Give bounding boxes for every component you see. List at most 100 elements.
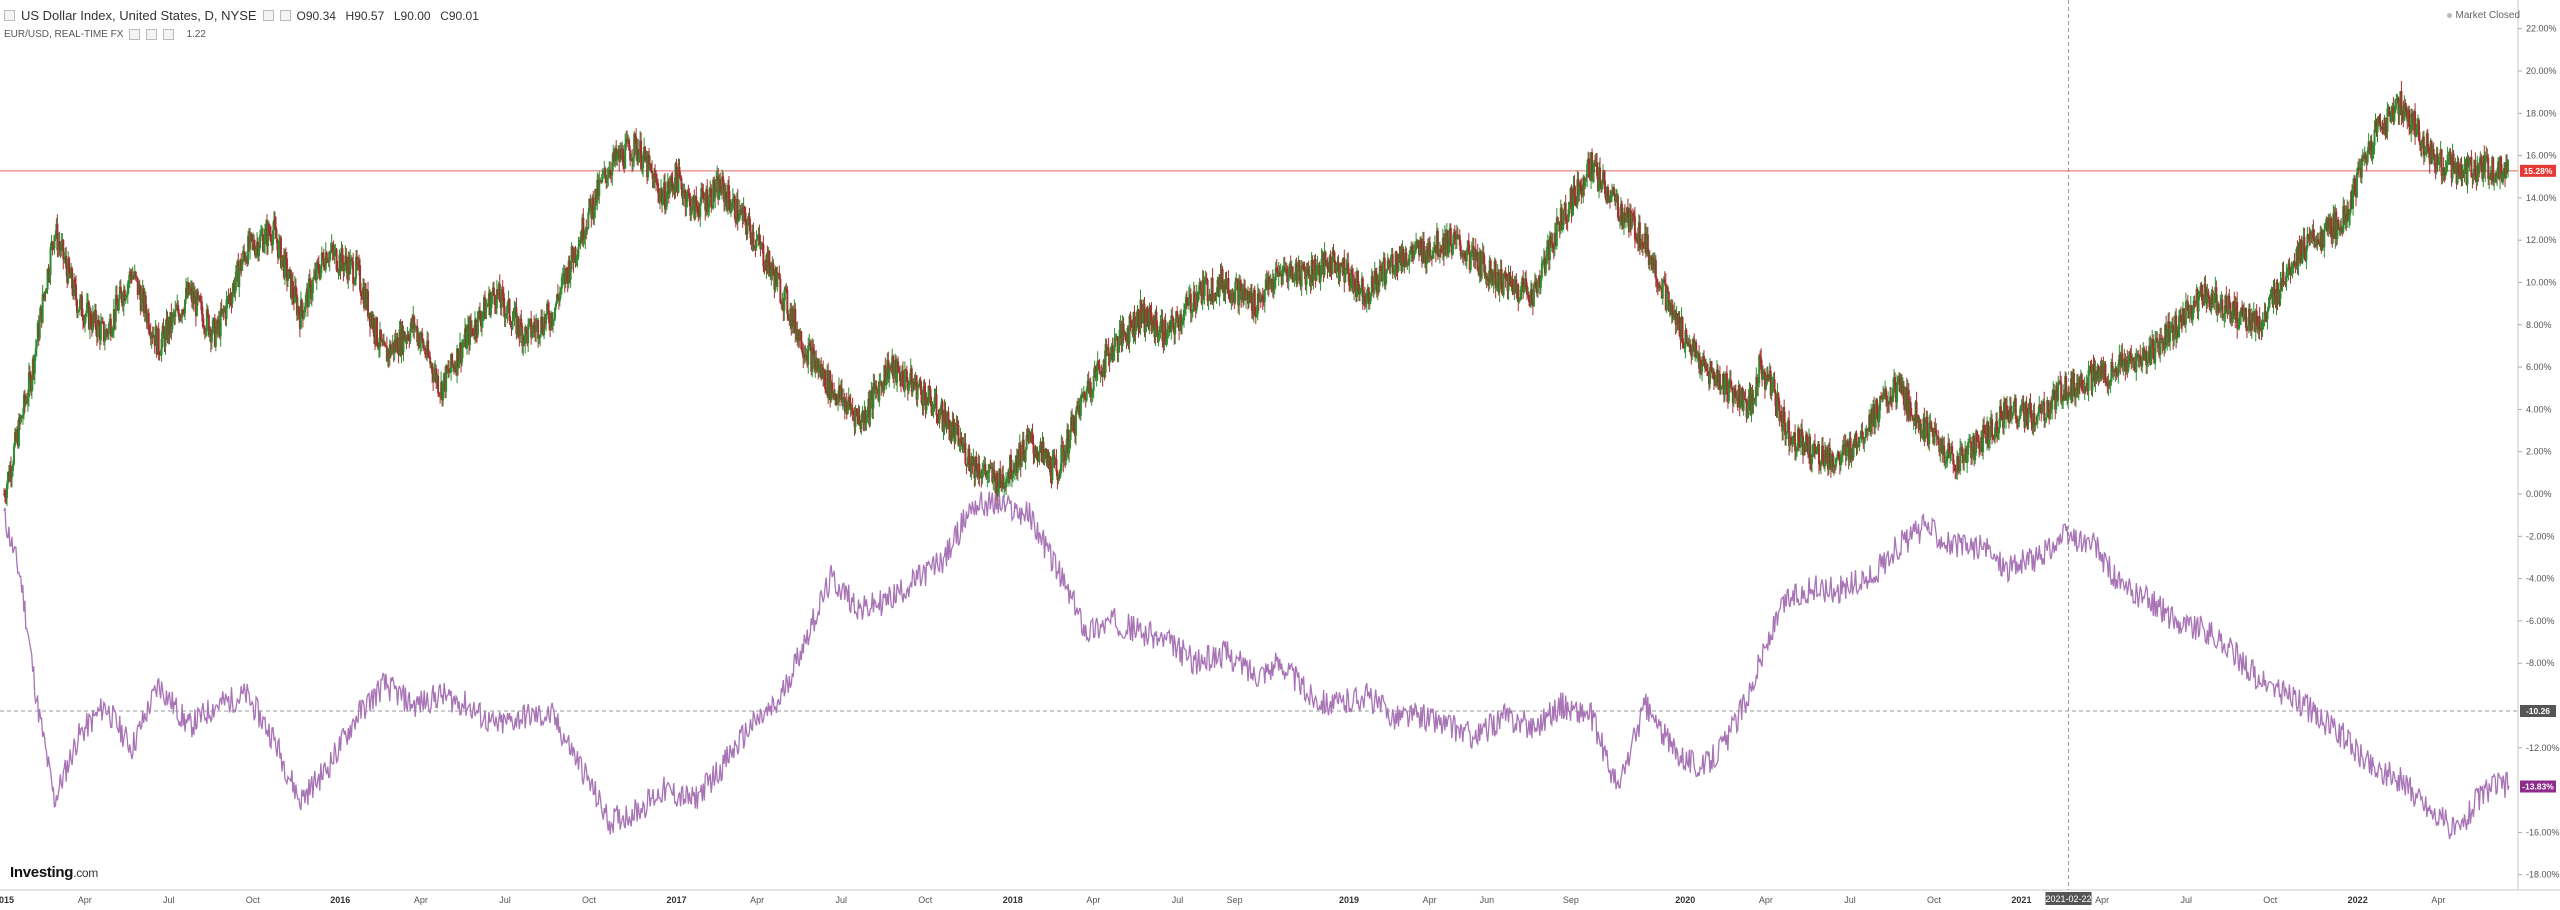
- candle-body: [1098, 365, 1101, 374]
- candle-body: [375, 317, 378, 344]
- candle-body: [1846, 441, 1849, 447]
- candle-body: [329, 250, 332, 253]
- candle-body: [662, 197, 665, 205]
- candle-body: [786, 289, 789, 315]
- candle-body: [846, 406, 849, 415]
- candle-body: [2121, 353, 2124, 367]
- candle-body: [574, 247, 577, 260]
- candle-body: [1599, 167, 1602, 181]
- candle-body: [1704, 360, 1707, 369]
- candle-body: [1296, 267, 1299, 284]
- candle-body: [23, 394, 26, 404]
- candle-body: [1298, 260, 1301, 281]
- candle-body: [1534, 281, 1537, 289]
- candle-body: [287, 269, 290, 279]
- candle-body: [2057, 383, 2060, 401]
- candle-body: [1646, 234, 1649, 253]
- candle-body: [1393, 269, 1396, 273]
- candle-body: [929, 389, 932, 403]
- candle-body: [1483, 264, 1486, 277]
- candle-body: [1727, 380, 1730, 402]
- candle-body: [1438, 248, 1441, 256]
- candle-body: [920, 389, 923, 403]
- x-tick-label: Apr: [1086, 895, 1100, 905]
- candle-body: [2417, 120, 2420, 142]
- candle-body: [1009, 455, 1012, 480]
- candle-body: [1170, 315, 1173, 333]
- candle-body: [1368, 301, 1371, 305]
- candle-body: [762, 244, 765, 267]
- candle-body: [1878, 410, 1881, 423]
- candle-body: [2312, 229, 2315, 239]
- candle-body: [2198, 292, 2201, 298]
- candle-body: [1606, 187, 1609, 201]
- candle-body: [148, 330, 151, 334]
- candle-body: [1545, 246, 1548, 264]
- candle-body: [1134, 330, 1137, 335]
- candle-body: [2030, 410, 2033, 423]
- candle-body: [283, 253, 286, 278]
- candle-body: [910, 368, 913, 393]
- candle-body: [684, 190, 687, 207]
- candle-body: [2317, 239, 2320, 244]
- candle-body: [1292, 279, 1295, 282]
- candle-body: [1337, 261, 1340, 279]
- candle-body: [2037, 412, 2040, 415]
- candle-body: [1065, 447, 1068, 461]
- candle-body: [1379, 265, 1382, 269]
- candle-body: [1992, 437, 1995, 439]
- candle-body: [181, 309, 184, 317]
- candle-body: [787, 314, 790, 319]
- candle-body: [957, 424, 960, 446]
- candle-body: [1578, 181, 1581, 196]
- candle-body: [1107, 347, 1110, 356]
- candle-body: [81, 316, 84, 321]
- candle-body: [1744, 399, 1747, 401]
- candle-body: [528, 320, 531, 325]
- candle-body: [539, 334, 542, 338]
- candle-body: [1245, 295, 1248, 301]
- candle-body: [188, 290, 191, 294]
- x-tick-label: Apr: [2431, 895, 2445, 905]
- candle-body: [229, 295, 232, 301]
- candle-body: [1564, 202, 1567, 221]
- candle-body: [205, 309, 208, 331]
- candle-body: [517, 316, 520, 332]
- candle-body: [736, 198, 739, 222]
- candle-body: [1250, 292, 1253, 311]
- candle-body: [103, 339, 106, 342]
- candle-body: [38, 317, 41, 339]
- candle-body: [578, 244, 581, 247]
- candle-body: [1839, 457, 1842, 465]
- candle-body: [2104, 363, 2107, 381]
- candle-body: [1841, 445, 1844, 456]
- y-tick-label: -4.00%: [2526, 574, 2555, 584]
- candle-body: [51, 241, 54, 247]
- candle-body: [987, 472, 990, 474]
- candle-body: [583, 238, 586, 241]
- candle-body: [1172, 318, 1175, 329]
- candle-body: [291, 281, 294, 297]
- candle-body: [556, 294, 559, 298]
- candle-body: [2250, 312, 2253, 330]
- candle-body: [598, 180, 601, 197]
- candle-body: [710, 188, 713, 207]
- candle-body: [1739, 402, 1742, 408]
- candle-body: [1523, 286, 1526, 293]
- candle-body: [779, 278, 782, 303]
- candle-body: [978, 463, 981, 478]
- y-tick-label: -6.00%: [2526, 616, 2555, 626]
- candle-body: [872, 382, 875, 409]
- candle-body: [2024, 403, 2027, 429]
- candle-body: [527, 324, 530, 344]
- candle-body: [1638, 222, 1641, 248]
- candle-body: [1161, 319, 1164, 341]
- candle-body: [2011, 412, 2014, 414]
- candle-body: [1281, 267, 1284, 285]
- candle-body: [1117, 344, 1120, 353]
- candle-body: [2279, 281, 2282, 300]
- candle-body: [102, 321, 105, 342]
- candle-body: [1571, 206, 1574, 214]
- candle-body: [351, 258, 354, 262]
